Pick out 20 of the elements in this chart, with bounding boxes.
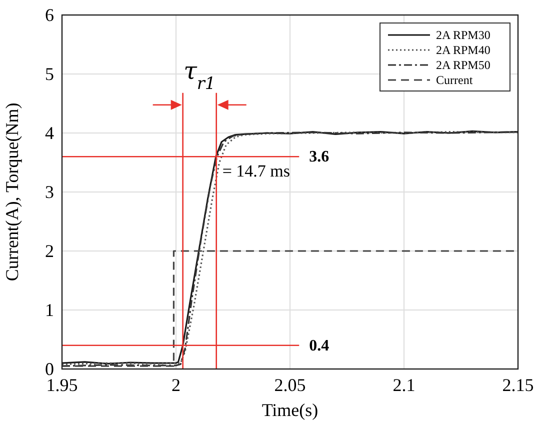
y-tick-label: 6 bbox=[45, 5, 54, 25]
x-axis-title: Time(s) bbox=[262, 400, 318, 420]
x-tick-label: 2.05 bbox=[274, 375, 306, 395]
legend-label: Current bbox=[436, 73, 474, 87]
legend-label: 2A RPM50 bbox=[436, 58, 490, 72]
y-tick-label: 5 bbox=[45, 64, 54, 84]
x-tick-label: 2 bbox=[172, 375, 180, 395]
y-tick-label: 4 bbox=[45, 123, 54, 143]
ref-line-label: 0.4 bbox=[309, 337, 330, 354]
legend-label: 2A RPM40 bbox=[436, 43, 490, 57]
y-axis-title: Current(A), Torque(Nm) bbox=[2, 102, 22, 282]
ref-line-label: 3.6 bbox=[309, 148, 330, 166]
x-tick-label: 2.1 bbox=[392, 375, 416, 395]
legend-label: 2A RPM30 bbox=[436, 28, 490, 42]
y-tick-label: 3 bbox=[45, 182, 54, 202]
annotation: = 14.7 ms bbox=[222, 162, 290, 181]
x-tick-label: 2.15 bbox=[502, 375, 534, 395]
y-tick-label: 2 bbox=[45, 241, 54, 261]
annotation: τ$_{r1}$ bbox=[184, 56, 216, 93]
y-tick-label: 1 bbox=[45, 300, 54, 320]
